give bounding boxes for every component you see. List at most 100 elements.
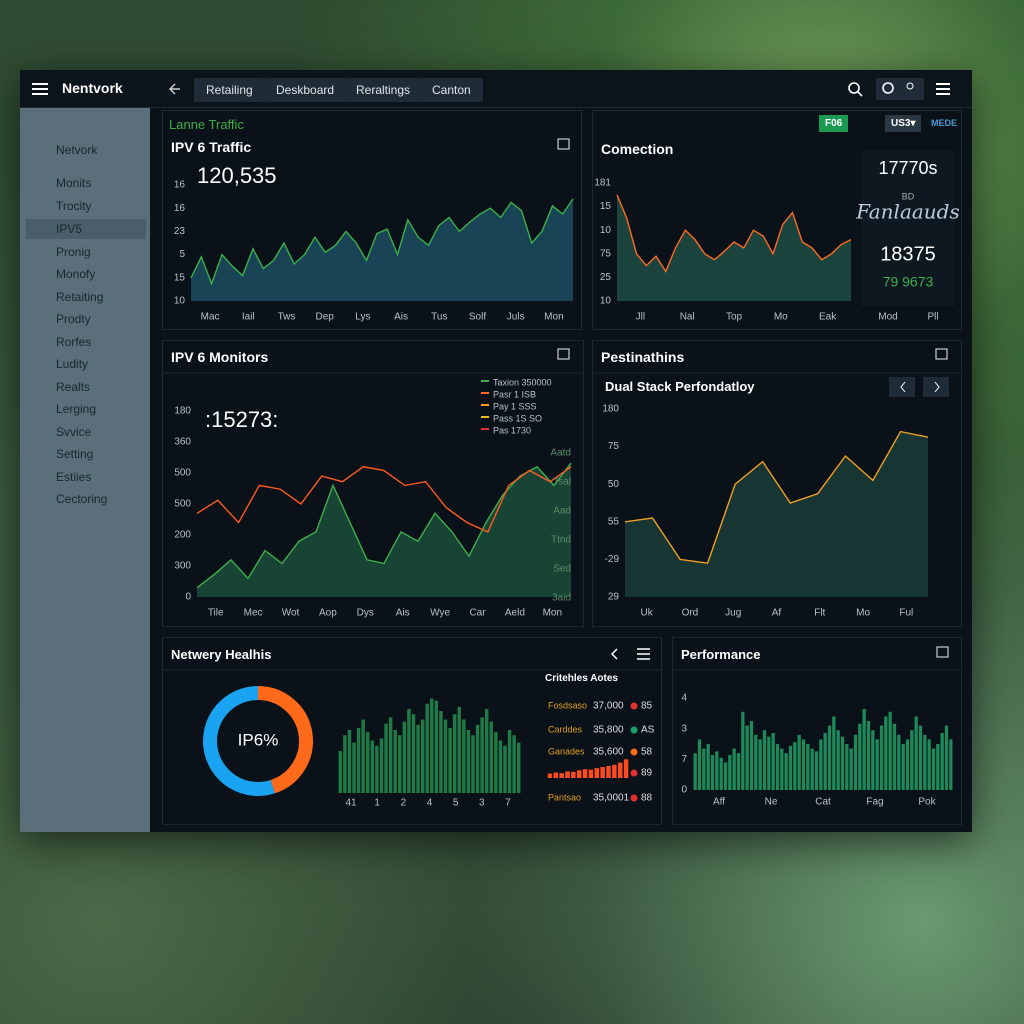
x-tick-label: Mon bbox=[543, 608, 562, 619]
bar bbox=[918, 725, 923, 790]
bar bbox=[507, 730, 512, 793]
sidebar-item[interactable]: Retaiting bbox=[56, 289, 104, 304]
menu-icon[interactable] bbox=[30, 80, 50, 98]
sidebar-item[interactable]: Ludity bbox=[56, 357, 89, 371]
stat: BD bbox=[902, 191, 915, 201]
tab[interactable]: Reraltings bbox=[344, 78, 423, 102]
back-icon[interactable] bbox=[166, 80, 186, 98]
x-tick-label: Jug bbox=[725, 608, 741, 619]
panel-graphics: 16 16 23 5 15 10 Mac Iail Tws Dep Lys Ais Tus Solf Jul… bbox=[174, 138, 574, 323]
bar bbox=[407, 709, 411, 793]
bar bbox=[606, 765, 611, 778]
x-tick-label: Mec bbox=[244, 608, 263, 619]
tab[interactable]: Deskboard bbox=[264, 78, 347, 102]
x-tick-label: Tws bbox=[278, 312, 296, 323]
bar bbox=[762, 730, 767, 790]
bar bbox=[706, 744, 710, 790]
row-name: Carddes bbox=[548, 724, 583, 734]
bar bbox=[361, 719, 365, 793]
bar bbox=[402, 721, 407, 793]
x-tick-label: 2 bbox=[401, 798, 407, 809]
sidebar-item[interactable]: IPV5 bbox=[26, 219, 146, 239]
row-value: 35,0001 bbox=[593, 793, 630, 804]
tab[interactable]: Retailing bbox=[194, 78, 265, 102]
bar bbox=[775, 744, 780, 790]
x-tick-label: Uk bbox=[641, 608, 654, 619]
bar bbox=[723, 762, 728, 790]
x-tick-label: Af bbox=[772, 608, 782, 619]
bar bbox=[443, 719, 448, 793]
x-tick-label: Eak bbox=[819, 312, 837, 323]
area bbox=[625, 431, 928, 597]
sidebar-item[interactable]: Lerging bbox=[56, 402, 97, 416]
bar bbox=[736, 753, 741, 790]
sidebar-item[interactable]: Svvice bbox=[56, 424, 92, 439]
bar bbox=[612, 764, 617, 778]
bar bbox=[754, 734, 758, 790]
sidebar-item[interactable]: Monits bbox=[56, 176, 92, 190]
x-tick-label: Iail bbox=[242, 312, 255, 323]
y-tick-label: 0 bbox=[681, 785, 687, 796]
panel-graphics: 180 75 50 55 -29 29 Uk Ord Jug Af Flt Mo Ful bbox=[593, 348, 961, 619]
x-tick-label: 3 bbox=[479, 798, 485, 809]
dual-panel: 180 75 50 55 -29 29 Uk Ord Jug Af Flt Mo Ful Pestina… bbox=[592, 340, 962, 627]
bar bbox=[806, 744, 810, 790]
bar bbox=[448, 727, 452, 793]
bar bbox=[553, 772, 559, 778]
sidebar-item[interactable]: Prodty bbox=[56, 312, 91, 326]
row-code: AS bbox=[641, 725, 655, 736]
badge[interactable]: F06 bbox=[819, 115, 849, 132]
select[interactable]: US3▾ bbox=[885, 115, 922, 132]
x-tick-label: Ne bbox=[765, 797, 778, 808]
bar bbox=[866, 721, 871, 790]
sidebar-item[interactable]: Trocity bbox=[56, 198, 92, 213]
bar bbox=[771, 732, 775, 790]
bar bbox=[384, 723, 388, 793]
y-tick-label: 3 bbox=[681, 723, 687, 734]
y-tick-label: 500 bbox=[174, 499, 191, 510]
sidebar-item[interactable]: Rorfes bbox=[56, 334, 92, 349]
sidebar-item[interactable]: Setting bbox=[56, 447, 94, 461]
x-tick-label: Mon bbox=[544, 312, 563, 323]
expand-icon bbox=[936, 646, 949, 658]
panel-title: Performance bbox=[681, 647, 761, 662]
x-tick-label: Mac bbox=[201, 312, 220, 323]
panel-graphics: 181 15 10 75 25 10 Jll Nal Top Mo Eak 17770s BDFanla… bbox=[594, 151, 960, 323]
y-tick-label: 500 bbox=[174, 468, 191, 479]
bar bbox=[849, 748, 853, 790]
y-tick-label: 0 bbox=[185, 592, 191, 603]
bar bbox=[466, 730, 471, 793]
bar bbox=[749, 721, 754, 790]
axis-label: Aatd bbox=[550, 448, 571, 459]
bar bbox=[512, 735, 516, 793]
sidebar-item[interactable]: Pronig bbox=[56, 244, 91, 259]
sidebar-item[interactable]: Cectoring bbox=[56, 492, 108, 506]
toolbar-icons[interactable] bbox=[840, 78, 960, 100]
kicker: Lanne Traffic bbox=[169, 117, 244, 132]
y-tick-label: 55 bbox=[608, 516, 620, 527]
bar bbox=[484, 709, 489, 793]
row-code: 58 bbox=[641, 747, 653, 758]
bar bbox=[914, 716, 918, 790]
x-tick-label: Tile bbox=[208, 608, 224, 619]
tab[interactable]: Canton bbox=[420, 78, 483, 102]
bar bbox=[892, 723, 897, 790]
sidebar-item[interactable]: Monofy bbox=[56, 267, 96, 281]
bar bbox=[434, 700, 439, 793]
mode[interactable]: MEDE bbox=[931, 118, 958, 128]
legend-swatch bbox=[481, 416, 489, 418]
arrows bbox=[900, 381, 940, 393]
y-tick-label: 5 bbox=[179, 249, 185, 260]
next-button[interactable] bbox=[923, 377, 949, 397]
prev-button[interactable] bbox=[889, 377, 915, 397]
legend-swatch bbox=[481, 392, 489, 394]
sidebar-item[interactable]: Realts bbox=[56, 379, 91, 394]
legend-label: Pass 1S SO bbox=[493, 413, 542, 423]
sidebar-item[interactable]: Estiies bbox=[56, 469, 92, 484]
sidebar-item[interactable]: Netvork bbox=[56, 143, 98, 157]
axis-label: Sed bbox=[553, 564, 571, 575]
row-dot bbox=[630, 702, 638, 710]
bar bbox=[594, 768, 600, 778]
bar bbox=[732, 748, 736, 790]
x-tick-label: 1 bbox=[374, 798, 380, 809]
